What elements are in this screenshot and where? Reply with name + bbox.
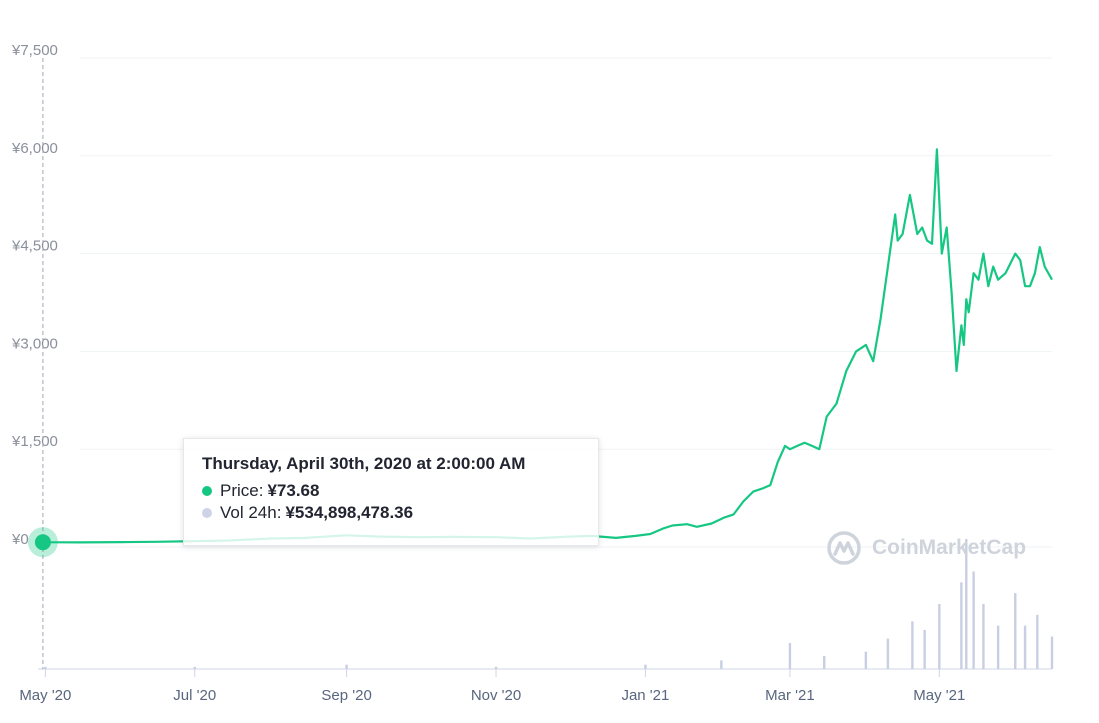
chart-tooltip: Thursday, April 30th, 2020 at 2:00:00 AM… (183, 438, 599, 546)
volume-bar (886, 638, 890, 669)
volume-bar (720, 660, 723, 669)
volume-bar (996, 625, 1000, 669)
volume-bar (44, 666, 47, 669)
tooltip-date: Thursday, April 30th, 2020 at 2:00:00 AM (202, 454, 526, 473)
hover-point[interactable] (34, 534, 51, 551)
volume-bar (960, 582, 963, 669)
volume-bar (193, 666, 196, 669)
x-tick-label: Nov '20 (471, 687, 521, 704)
volume-bar (1014, 593, 1017, 669)
volume-bar (864, 651, 868, 669)
y-tick-label: ¥4,500 (11, 238, 58, 255)
y-tick-label: ¥6,000 (11, 140, 58, 157)
coinmarketcap-logo-icon (827, 531, 861, 565)
price-dot-icon (202, 486, 212, 496)
volume-bar (1050, 636, 1054, 669)
x-tick-label: Jul '20 (173, 687, 216, 704)
tooltip-price-value: ¥73.68 (267, 481, 320, 500)
volume-bar (972, 571, 975, 669)
y-tick-label: ¥7,500 (11, 42, 58, 59)
watermark-text: CoinMarketCap (872, 536, 1027, 559)
coinmarketcap-watermark: CoinMarketCap (826, 528, 1026, 568)
x-tick-label: Sep '20 (321, 687, 371, 704)
tooltip-price-label: Price: (220, 481, 264, 500)
y-tick-label: ¥0 (11, 531, 29, 548)
x-tick-label: May '21 (913, 687, 965, 704)
volume-dot-icon (202, 508, 212, 518)
volume-bar (911, 621, 914, 669)
y-tick-label: ¥3,000 (11, 335, 58, 352)
volume-bar (345, 664, 348, 669)
volume-bar (1036, 614, 1039, 669)
volume-bar (494, 666, 498, 669)
volume-bar (644, 664, 647, 669)
tooltip-volume-label: Vol 24h: (220, 503, 282, 522)
tooltip-volume-value: ¥534,898,478.36 (285, 503, 414, 522)
tooltip-volume-row: Vol 24h: ¥534,898,478.36 (202, 502, 598, 524)
volume-bar (823, 656, 826, 669)
volume-bar (1023, 625, 1027, 669)
volume-bar (982, 604, 985, 669)
tooltip-price-row: Price: ¥73.68 (202, 480, 598, 502)
volume-bar (938, 604, 941, 669)
x-tick-label: Jan '21 (621, 687, 669, 704)
x-tick-label: May '20 (19, 687, 71, 704)
y-tick-label: ¥1,500 (11, 433, 58, 450)
volume-bar (788, 643, 792, 669)
volume-bar (923, 630, 926, 669)
volume-bar (965, 539, 968, 669)
x-tick-label: Mar '21 (765, 687, 815, 704)
